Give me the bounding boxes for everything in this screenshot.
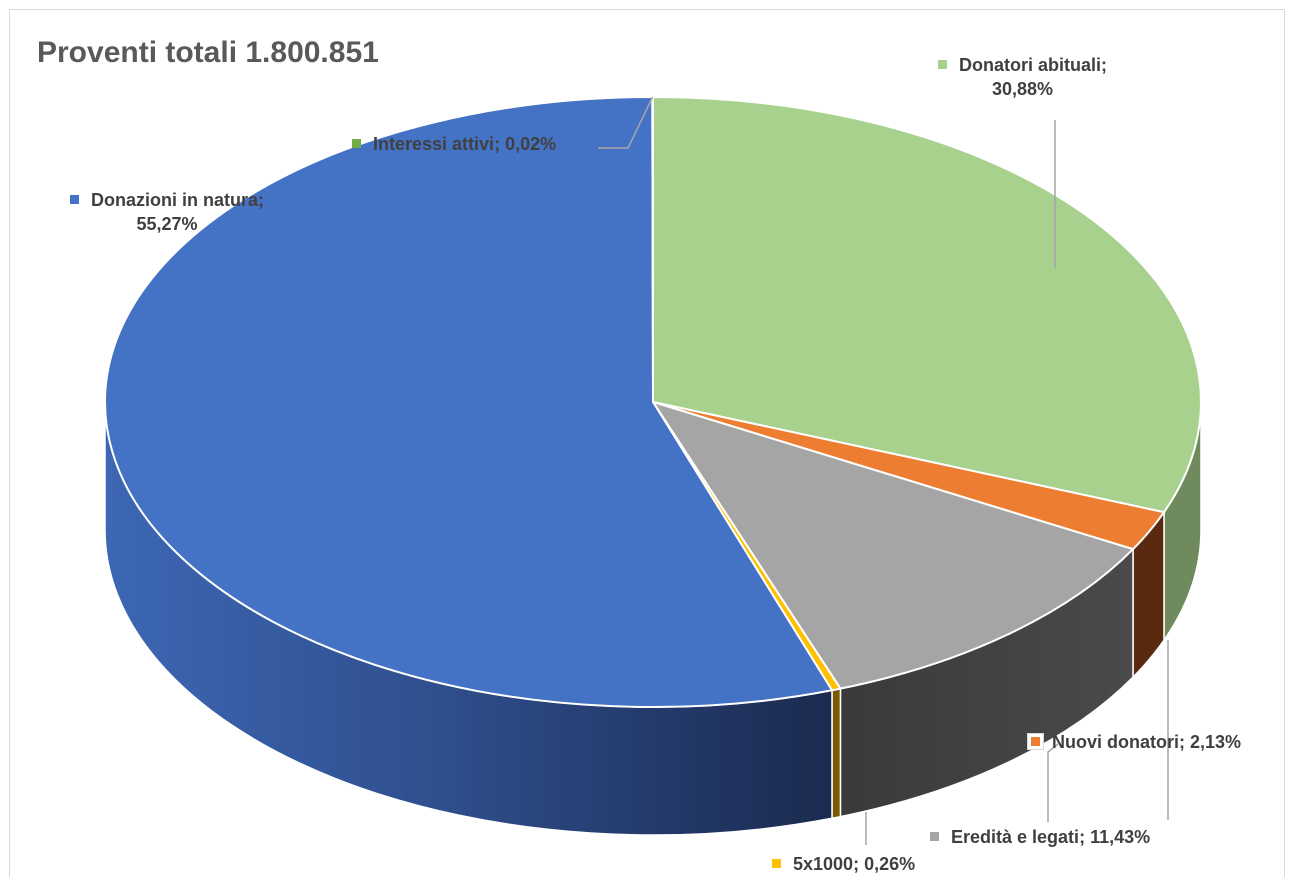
label-5x1000: 5x1000; 0,26% [772, 852, 915, 876]
label-nuovi-donatori: Nuovi donatori; 2,13% [1028, 730, 1241, 754]
slice-eredit-e-legati [650, 400, 1135, 690]
slice-donatori-abituali [652, 95, 1202, 514]
label-interessi-attivi: Interessi attivi; 0,02% [352, 132, 556, 156]
slice-donazioni-in-natura [104, 95, 834, 708]
label-donazioni-in-natura: Donazioni in natura; 55,27% [70, 188, 264, 236]
label-donatori-abituali: Donatori abituali; 30,88% [938, 53, 1107, 101]
legend-marker [938, 60, 947, 69]
slice-interessi-attivi [651, 95, 654, 403]
leader-line-2 [1047, 743, 1059, 822]
legend-marker [930, 832, 939, 841]
label-eredita-e-legati: Eredità e legati; 11,43% [930, 825, 1150, 849]
leader-line-5 [598, 96, 654, 149]
legend-marker [1028, 734, 1043, 749]
chart-frame [9, 9, 1285, 877]
legend-marker [772, 859, 781, 868]
legend-marker [70, 195, 79, 204]
legend-marker [352, 139, 361, 148]
slice-side-3 [831, 687, 842, 820]
chart-title: Proventi totali 1.800.851 [37, 36, 379, 69]
